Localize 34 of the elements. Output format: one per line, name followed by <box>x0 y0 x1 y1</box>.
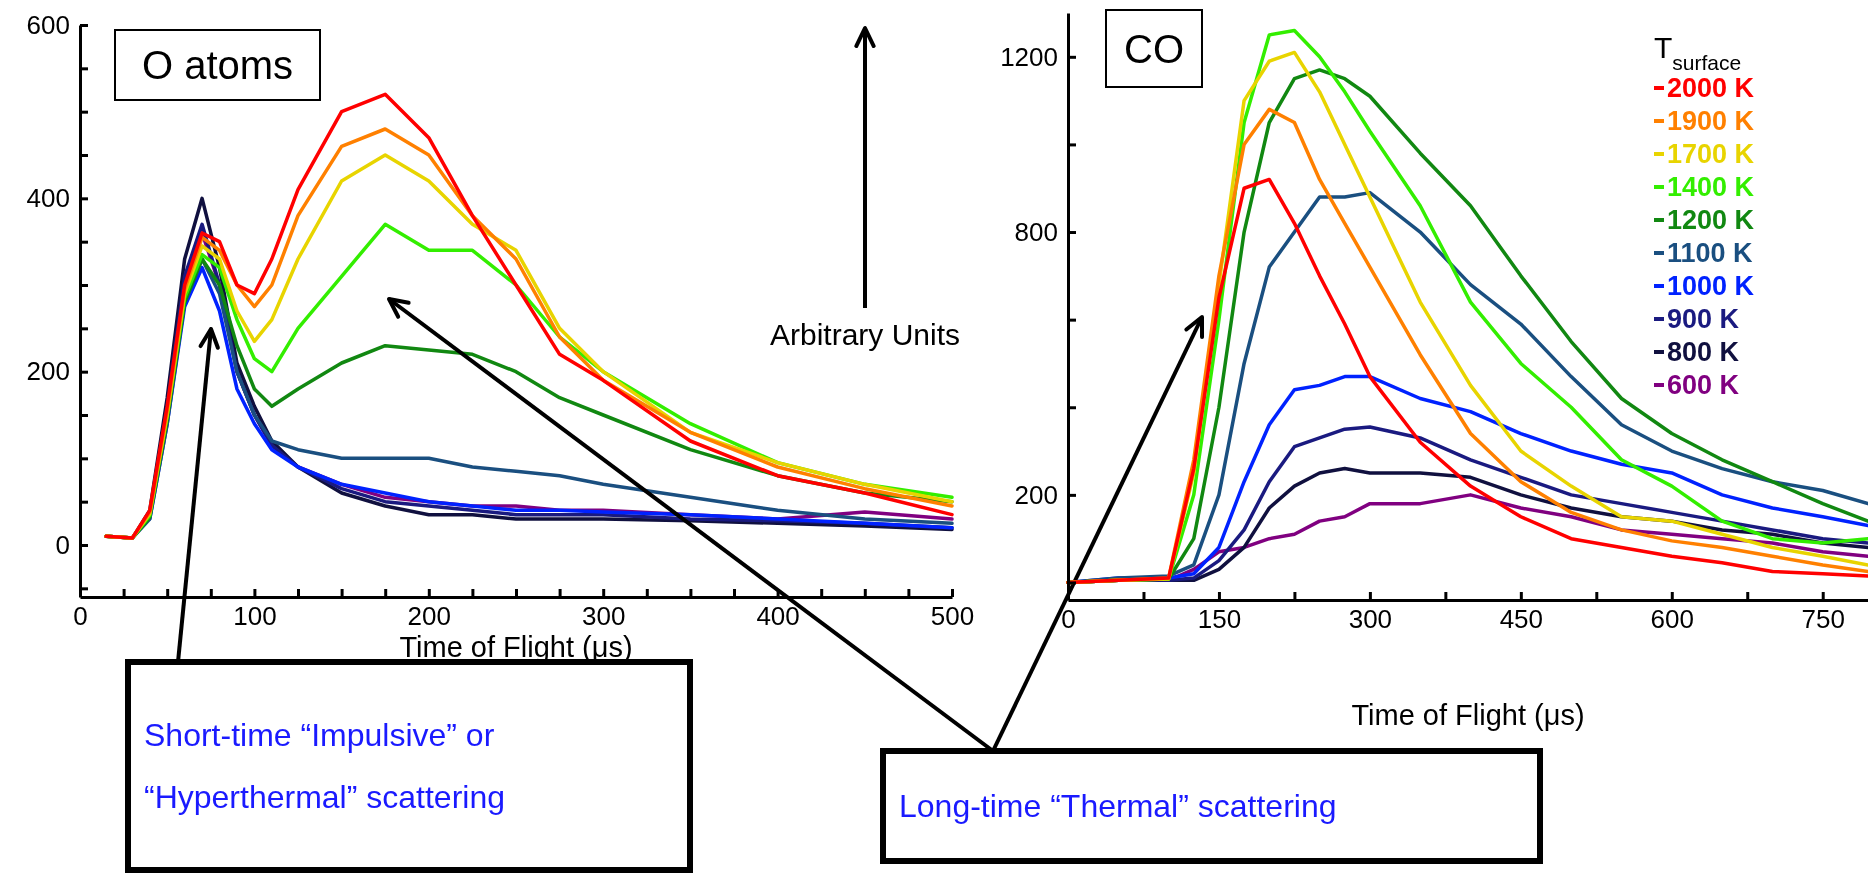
x-tick-label: 100 <box>233 601 277 632</box>
annotation: Arbitrary Units <box>769 318 961 351</box>
legend-label: 2000 K <box>1667 73 1755 103</box>
x-axis-title: Time of Flight (μs) <box>1351 699 1585 731</box>
chart-title: O atoms <box>141 43 294 88</box>
legend-title: T$_{surface}$ <box>1654 31 1742 74</box>
text: Long-time “Thermal” scattering <box>899 788 1337 824</box>
legend-label: 800 K <box>1667 337 1740 367</box>
x-tick-label: 750 <box>1801 604 1845 635</box>
x-tick-label: 300 <box>1348 604 1393 635</box>
y-tick-label: 200 <box>26 356 70 387</box>
text: Short-time “Impulsive” or “Hyperthermal” scattering <box>144 717 505 815</box>
legend-label: 1100 K <box>1667 238 1754 268</box>
legend-label: 1700 K <box>1667 139 1755 169</box>
x-tick-label: 200 <box>407 601 451 632</box>
y-tick-label: 400 <box>26 183 70 214</box>
y-tick-label: 600 <box>26 9 70 40</box>
legend-label: 1200 K <box>1667 205 1755 235</box>
legend-label: 900 K <box>1667 304 1740 334</box>
y-tick-label: 200 <box>1014 479 1058 510</box>
x-tick-label: 400 <box>756 601 800 632</box>
legend-label: 1400 K <box>1667 172 1755 202</box>
x-tick-label: 450 <box>1499 604 1544 635</box>
y-tick-label: 0 <box>55 529 70 560</box>
x-tick-label: 150 <box>1197 604 1242 635</box>
chart-title: CO <box>1124 26 1184 71</box>
x-tick-label: 300 <box>582 601 626 632</box>
legend-label: 1900 K <box>1667 106 1755 136</box>
x-tick-label: 600 <box>1650 604 1694 635</box>
legend-label: 600 K <box>1667 370 1740 400</box>
legend-label: 1000 K <box>1667 271 1755 301</box>
x-tick-label: 500 <box>930 601 975 632</box>
y-tick-label: 1200 <box>1000 41 1058 72</box>
y-tick-label: 800 <box>1014 216 1058 247</box>
